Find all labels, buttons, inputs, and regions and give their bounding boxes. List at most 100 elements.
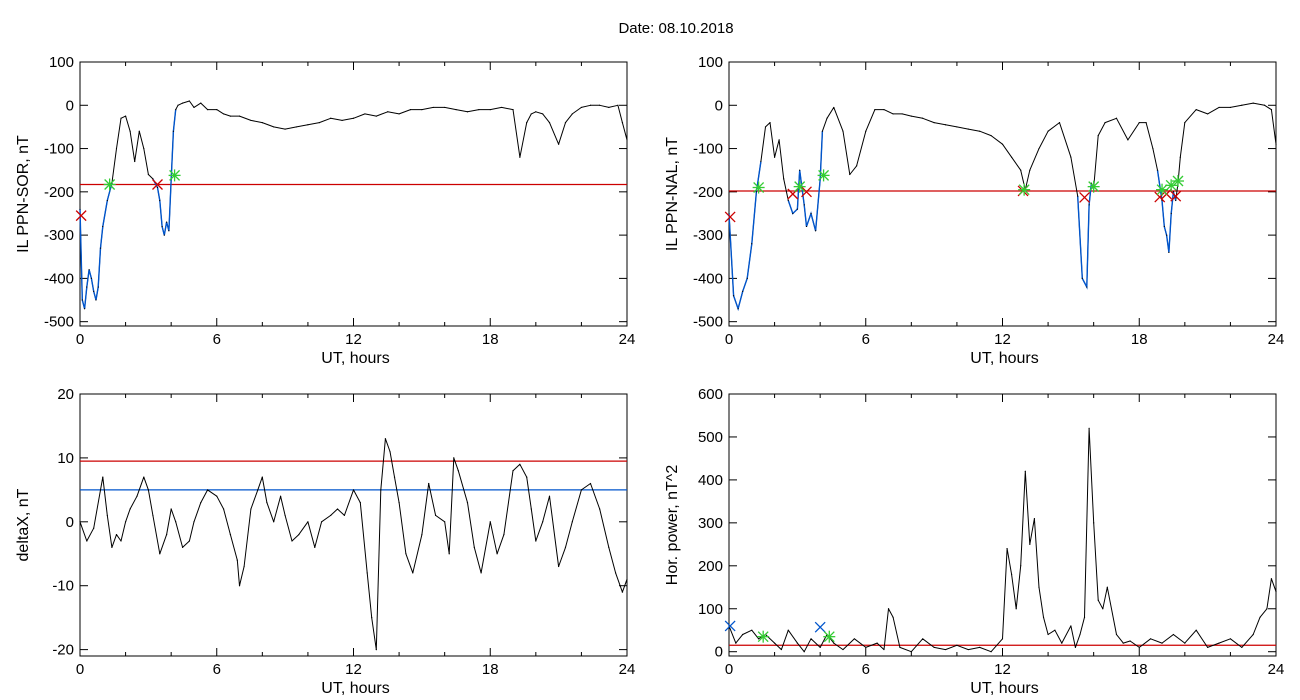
data-point <box>910 651 912 653</box>
data-point <box>1166 234 1168 236</box>
data-point <box>901 113 903 115</box>
data-point <box>571 113 573 115</box>
data-point <box>318 121 320 124</box>
data-point <box>1129 640 1131 642</box>
event-marker-x <box>75 210 87 222</box>
data-point <box>330 117 332 119</box>
data-point <box>129 508 131 510</box>
event-marker-x <box>814 621 826 633</box>
data-point <box>910 115 912 117</box>
data-point <box>243 565 245 568</box>
data-point <box>1241 646 1243 649</box>
y-tick-label: -10 <box>52 578 74 595</box>
x-tick-label: 24 <box>619 331 636 348</box>
y-tick-label: 0 <box>66 514 74 531</box>
data-point <box>115 147 118 150</box>
x-tick-label: 6 <box>862 331 870 348</box>
data-point <box>1015 608 1017 610</box>
y-tick-label: 600 <box>698 386 723 403</box>
data-point <box>796 208 798 210</box>
data-point <box>1266 608 1268 610</box>
data-point <box>1001 638 1004 640</box>
data-point <box>758 638 760 640</box>
y-axis-label: IL PPN-NAL, nT <box>664 137 681 251</box>
data-point <box>428 482 430 485</box>
data-point <box>503 533 505 536</box>
data-point <box>444 521 446 523</box>
y-axis-label: Hor. power, nT^2 <box>664 465 681 586</box>
data-point <box>799 169 801 171</box>
data-point <box>384 438 387 440</box>
data-point <box>1038 586 1040 588</box>
data-point <box>95 299 97 301</box>
data-point <box>1006 548 1008 550</box>
data-point <box>352 489 355 491</box>
y-tick-label: -500 <box>44 314 74 331</box>
y-tick-label: 10 <box>57 450 74 467</box>
data-point <box>453 457 455 459</box>
data-point <box>530 113 532 115</box>
data-point <box>115 533 118 536</box>
data-point <box>175 109 177 111</box>
data-point <box>147 173 149 176</box>
data-point <box>967 648 969 651</box>
data-point <box>177 104 179 106</box>
data-point <box>97 286 99 288</box>
data-point <box>1161 642 1163 644</box>
data-point <box>279 495 282 497</box>
data-point <box>548 121 551 124</box>
data-point <box>1241 104 1243 106</box>
plot-frame <box>728 61 1277 327</box>
data-point <box>120 540 122 542</box>
data-point <box>1001 143 1004 145</box>
data-point <box>787 199 789 202</box>
data-point <box>842 130 844 132</box>
x-tick-label: 12 <box>994 661 1011 678</box>
y-tick-label: 0 <box>715 644 723 661</box>
data-point <box>1218 106 1220 109</box>
data-point <box>1088 204 1090 206</box>
series-line-1 <box>79 438 628 651</box>
data-point <box>849 173 851 176</box>
data-point <box>238 585 241 587</box>
data-point <box>1170 212 1172 215</box>
data-point <box>826 117 828 119</box>
data-point <box>512 109 514 111</box>
data-point <box>222 508 225 510</box>
event-marker-star <box>752 181 765 194</box>
marker-stroke <box>75 210 87 222</box>
marker-stroke <box>724 211 736 223</box>
x-tick-label: 0 <box>725 661 733 678</box>
data-point <box>1058 121 1061 124</box>
data-point <box>489 109 491 111</box>
data-point <box>819 646 821 649</box>
data-point <box>1070 156 1072 158</box>
data-point <box>803 204 805 206</box>
y-tick-label: -500 <box>693 314 723 331</box>
data-point <box>746 277 748 279</box>
x-tick-label: 6 <box>213 661 221 678</box>
data-point <box>1252 102 1254 104</box>
data-point <box>1138 646 1140 649</box>
data-point <box>1184 121 1186 124</box>
y-tick-label: -300 <box>44 227 74 244</box>
data-point <box>558 565 560 568</box>
data-point <box>421 533 423 536</box>
data-point <box>1252 633 1254 636</box>
series-line-1 <box>728 102 1277 310</box>
data-point <box>1127 139 1129 141</box>
data-point <box>519 463 521 465</box>
data-point <box>1150 638 1152 640</box>
data-point <box>1088 427 1090 429</box>
data-point <box>892 113 894 115</box>
data-point <box>412 572 414 574</box>
data-point <box>1011 156 1013 158</box>
data-point <box>336 508 339 510</box>
data-point <box>1024 470 1026 472</box>
data-point <box>170 508 172 510</box>
data-point <box>608 546 610 548</box>
data-point <box>1270 578 1273 580</box>
data-point <box>229 115 232 117</box>
x-tick-label: 24 <box>619 661 636 678</box>
